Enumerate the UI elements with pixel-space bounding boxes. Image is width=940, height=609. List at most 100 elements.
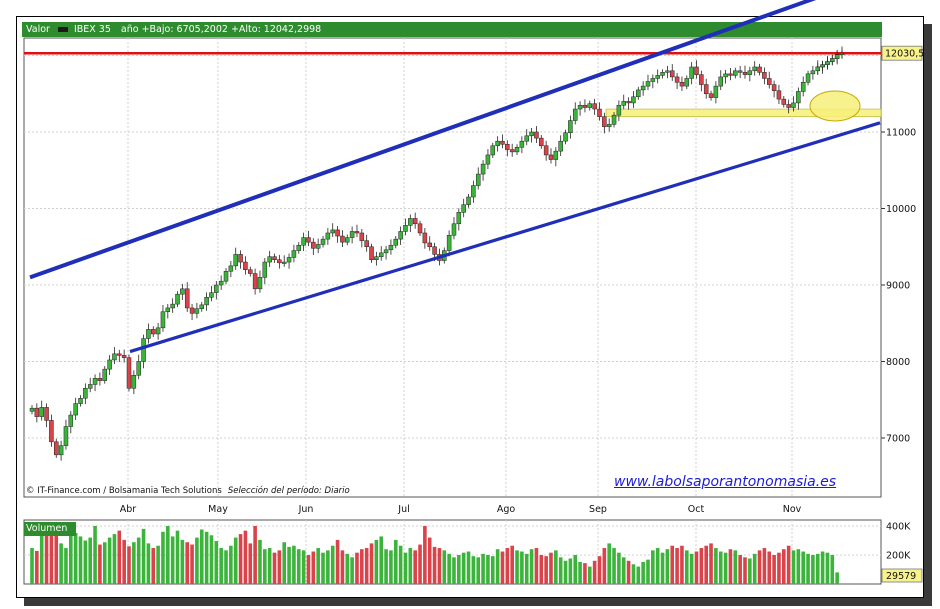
candle-body (766, 78, 772, 85)
candle-body (733, 70, 738, 76)
volume-bar (583, 563, 587, 584)
candle (728, 68, 733, 81)
candle-body (568, 120, 573, 134)
candle-body (534, 131, 539, 139)
candle (592, 98, 597, 115)
volume-bar (326, 550, 330, 584)
candle-body (301, 237, 306, 246)
candle (810, 65, 816, 80)
candle (233, 247, 238, 270)
volume-bar (495, 549, 500, 584)
volume-bar (743, 557, 747, 584)
candle-body (218, 280, 224, 286)
candle-body (742, 72, 748, 75)
volume-bar (607, 543, 611, 584)
candle-body (408, 218, 413, 226)
volume-bar (350, 557, 354, 584)
volume-bar (767, 551, 772, 584)
candle-body (165, 307, 171, 313)
volume-bar (524, 553, 529, 584)
volume-bar (762, 548, 767, 584)
candle (311, 238, 316, 256)
candle (73, 397, 78, 420)
candle-body (592, 103, 597, 110)
candle-body (524, 135, 529, 142)
candle (636, 86, 641, 100)
candle (54, 438, 59, 458)
candle-body (587, 103, 593, 108)
candle (272, 253, 277, 263)
candle-body (49, 420, 54, 443)
candle (679, 76, 685, 91)
volume-bar (243, 530, 248, 584)
volume-bar (316, 548, 320, 584)
candle-body (340, 235, 345, 243)
candle (674, 72, 680, 90)
candle-body (703, 84, 709, 94)
chart-header: Valor IBEX 35 año +Bajo: 6705,2002 +Alto: … (22, 22, 882, 37)
candle-body (248, 269, 253, 274)
x-tick-label: Jul (397, 504, 409, 515)
candle-body (466, 196, 471, 205)
volume-bar (437, 548, 442, 584)
candle-body (63, 426, 69, 446)
candle (301, 232, 306, 252)
candle (277, 254, 282, 269)
volume-bar (292, 545, 296, 584)
candle (107, 355, 112, 375)
volume-bar (781, 549, 786, 584)
candle-body (58, 445, 64, 456)
candle (204, 292, 209, 311)
volume-bar (835, 572, 839, 584)
volume-bar (204, 531, 209, 584)
volume-bar (73, 532, 78, 584)
candle (762, 67, 767, 85)
candle-body (606, 124, 612, 127)
candle (456, 208, 462, 231)
candle-body (776, 90, 782, 100)
candle-body (238, 254, 243, 263)
volume-bar (287, 546, 291, 584)
candle (257, 270, 263, 293)
candle-body (117, 353, 122, 356)
candle (78, 395, 83, 407)
channel-upper-line (29, 0, 817, 280)
candle (359, 229, 365, 248)
candle (97, 372, 103, 386)
candle-body (699, 74, 704, 85)
candle (92, 374, 98, 392)
candle (602, 112, 607, 134)
candle-body (257, 277, 263, 290)
candle (180, 283, 185, 300)
candle-body (602, 116, 607, 127)
volume-bar (820, 551, 825, 584)
candle (199, 301, 205, 312)
volume-bar (117, 530, 122, 584)
candle-body (834, 54, 840, 59)
candle-body (54, 441, 59, 456)
chart-credit: © IT-Finance.com / Bolsamania Tech Solut… (26, 486, 350, 496)
candle-body (180, 288, 185, 295)
x-tick-label: Abr (120, 504, 137, 515)
website-link[interactable]: www.labolsaporantonomasia.es (614, 474, 837, 490)
candle (577, 101, 583, 116)
candle-body (718, 76, 723, 87)
candle (689, 62, 694, 85)
candle (529, 128, 534, 143)
candle-body (359, 232, 365, 241)
candle-body (660, 72, 665, 76)
candle (708, 90, 714, 101)
candle (626, 97, 631, 110)
volume-bar (680, 545, 684, 584)
candle (723, 69, 728, 84)
candle-body (616, 104, 622, 116)
volume-bar (427, 537, 432, 584)
volume-bar (166, 526, 170, 584)
candle-body (398, 231, 403, 240)
plot-area (23, 37, 882, 498)
volume-bar (384, 549, 388, 584)
candle (252, 268, 258, 295)
candle (340, 230, 345, 248)
candle-body (44, 407, 49, 421)
